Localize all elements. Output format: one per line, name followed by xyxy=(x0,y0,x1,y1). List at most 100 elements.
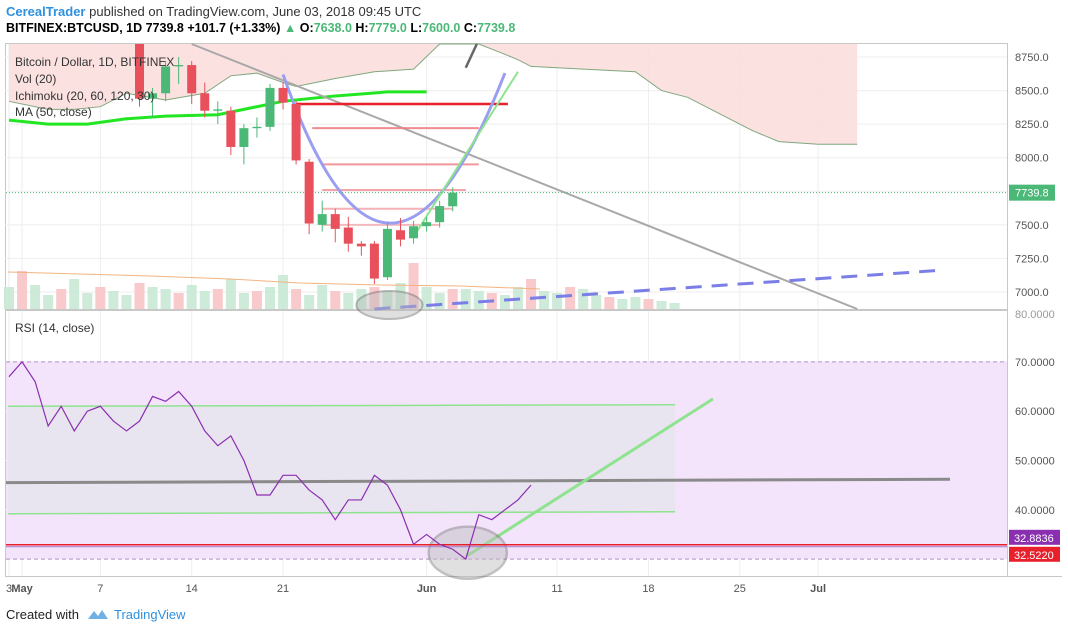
volume-bar xyxy=(199,291,210,309)
legend-ichimoku: Ichimoku (20, 60, 120, 30) xyxy=(15,89,154,103)
drawings[interactable] xyxy=(5,43,1007,580)
rsi-tick-label: 50.0000 xyxy=(1015,456,1055,468)
volume-bar xyxy=(56,289,67,309)
volume-bar xyxy=(656,301,667,309)
volume-bar xyxy=(552,293,563,309)
rsi-tick-label: 40.0000 xyxy=(1015,505,1055,517)
time-tick-label: 21 xyxy=(277,583,289,595)
volume-bar xyxy=(4,287,14,309)
volume-bar xyxy=(539,291,550,309)
change-value: +101.7 (+1.33%) xyxy=(187,21,281,35)
volume-bar xyxy=(304,295,315,309)
volume-bar xyxy=(134,283,145,309)
time-tick-label: 14 xyxy=(186,583,198,595)
time-tick-label: 7 xyxy=(97,583,103,595)
candle-body xyxy=(265,87,275,127)
volume-bar xyxy=(499,295,510,309)
volume-bar xyxy=(408,263,419,309)
ma-line xyxy=(8,90,427,126)
time-tick-label: May xyxy=(11,583,33,595)
rsi-box-top-line xyxy=(7,404,676,408)
close-value: 7739.8 xyxy=(477,21,516,35)
volume-bar xyxy=(251,291,262,309)
volume-bar xyxy=(526,279,536,309)
volume-ma-line xyxy=(7,271,541,290)
time-tick-label: Jul xyxy=(810,583,826,595)
volume-bar xyxy=(669,303,680,309)
candle-body xyxy=(226,110,236,147)
candle-body xyxy=(435,206,445,223)
rsi-tick-label: 60.0000 xyxy=(1015,406,1055,418)
last-price-box xyxy=(1009,184,1055,201)
candle-body xyxy=(448,192,458,207)
cloud-edge-line xyxy=(8,43,858,145)
rsi-legend: RSI (14, close) xyxy=(15,321,94,335)
price-tick-label: 8500.0 xyxy=(1015,86,1049,98)
volume-bar xyxy=(591,295,602,309)
open-label: O: xyxy=(299,21,314,35)
volume-bar xyxy=(643,299,654,309)
time-tick-label: 25 xyxy=(734,583,746,595)
volume-bar xyxy=(369,287,380,309)
open-value: 7638.0 xyxy=(313,21,352,35)
ascending-dashed-line xyxy=(374,269,938,311)
volume-bar xyxy=(265,287,275,309)
candle-body xyxy=(317,214,327,225)
descending-trendline xyxy=(191,43,858,310)
rsi-level-label: 32.5220 xyxy=(1014,550,1054,562)
volume-bar xyxy=(630,297,641,309)
candle-body xyxy=(291,104,301,161)
volume-bar xyxy=(604,297,615,309)
rsi-band xyxy=(6,361,1007,560)
parabolic-curve xyxy=(281,72,507,225)
volume-bar xyxy=(121,295,132,309)
last-price-label: 7739.8 xyxy=(1015,188,1049,200)
candle-body xyxy=(135,44,144,99)
tradingview-brand-link[interactable]: TradingView xyxy=(114,607,186,622)
candles xyxy=(135,44,458,284)
volume-bar xyxy=(17,271,28,309)
low-label: L: xyxy=(410,21,423,35)
volume-bar xyxy=(43,295,54,309)
candle-body xyxy=(239,128,249,147)
volume-bar xyxy=(317,285,328,309)
candle-body xyxy=(343,227,353,244)
price-tick-label: 7000.0 xyxy=(1015,287,1049,299)
rsi-green-uptrend xyxy=(464,397,714,558)
volume-bar xyxy=(473,291,484,309)
volume-bar xyxy=(212,289,223,309)
author-link[interactable]: CerealTrader xyxy=(6,4,86,19)
price-tick-label: 7500.0 xyxy=(1015,220,1049,232)
volume-bar xyxy=(330,291,341,309)
ichimoku-cloud xyxy=(8,43,858,145)
volume-bar xyxy=(356,289,367,309)
ma50-line xyxy=(8,90,427,126)
published-text: published on TradingView.com, June 03, 2… xyxy=(89,4,422,19)
candle-body xyxy=(278,87,288,103)
volume-bar xyxy=(291,289,302,309)
time-tick-label: 11 xyxy=(551,583,562,595)
rsi-box-bottom-line xyxy=(7,511,676,515)
volume-bar xyxy=(421,287,432,309)
volume-bar xyxy=(147,287,158,309)
candle-body xyxy=(369,243,379,279)
price-tick-label: 8250.0 xyxy=(1015,119,1049,131)
rsi-tick-label: 70.0000 xyxy=(1015,357,1055,369)
projection-stroke xyxy=(464,43,478,69)
candle-body xyxy=(330,214,340,229)
price-highlight-ellipse xyxy=(355,290,424,320)
time-tick-label: 18 xyxy=(642,583,654,595)
publish-header: CerealTrader published on TradingView.co… xyxy=(6,4,421,19)
candle-body xyxy=(409,226,419,239)
volume-bar xyxy=(278,275,289,309)
price-tick-label: 7250.0 xyxy=(1015,253,1049,265)
volume-bars xyxy=(4,263,680,309)
candle-body xyxy=(422,222,432,227)
volume-bar xyxy=(186,285,197,309)
candle-body xyxy=(213,109,223,111)
candle-body xyxy=(148,93,158,99)
price-tick-label: 8750.0 xyxy=(1015,52,1049,64)
volume-bar xyxy=(95,287,106,309)
time-tick-label: Jun xyxy=(417,583,437,595)
